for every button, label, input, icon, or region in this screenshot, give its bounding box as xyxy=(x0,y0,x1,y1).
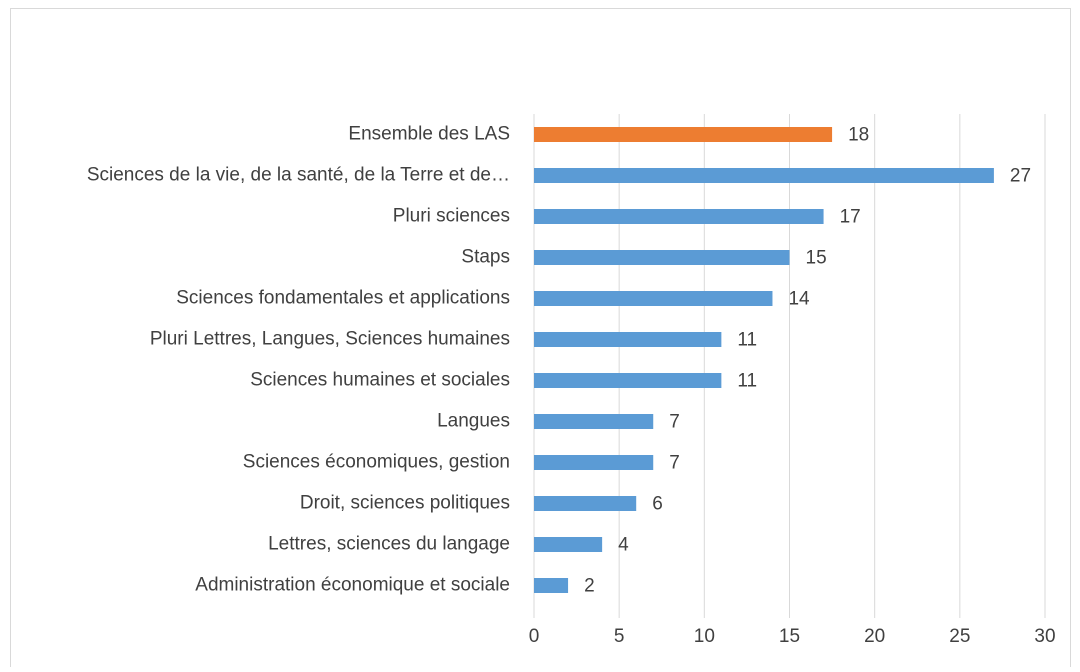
y-tick-label: Pluri sciences xyxy=(393,206,510,227)
y-tick-label: Sciences fondamentales et applications xyxy=(176,288,510,309)
data-label: 11 xyxy=(737,330,757,351)
bar xyxy=(534,209,824,224)
bar xyxy=(534,250,790,265)
data-label: 27 xyxy=(1010,166,1031,187)
x-tick-label: 25 xyxy=(949,626,970,647)
bar xyxy=(534,537,603,552)
bar xyxy=(534,332,722,347)
x-tick-label: 30 xyxy=(1034,626,1055,647)
bar xyxy=(534,168,994,183)
x-tick-label: 5 xyxy=(614,626,625,647)
y-tick-label: Administration économique et sociale xyxy=(195,575,510,596)
data-label: 4 xyxy=(618,535,629,556)
y-tick-label: Droit, sciences politiques xyxy=(300,493,510,514)
y-tick-label: Sciences économiques, gestion xyxy=(243,452,510,473)
y-tick-label: Staps xyxy=(461,247,510,268)
bar xyxy=(534,414,654,429)
data-label: 17 xyxy=(840,207,861,228)
y-tick-label: Pluri Lettres, Langues, Sciences humaine… xyxy=(150,329,510,350)
x-tick-label: 0 xyxy=(529,626,540,647)
bar xyxy=(534,455,654,470)
data-label: 15 xyxy=(806,248,827,269)
y-tick-label: Langues xyxy=(437,411,510,432)
bar xyxy=(534,578,569,593)
x-tick-label: 20 xyxy=(864,626,885,647)
bar xyxy=(534,373,722,388)
y-tick-label: Ensemble des LAS xyxy=(348,124,510,145)
data-label: 18 xyxy=(848,125,869,146)
data-label: 11 xyxy=(737,371,757,392)
chart-frame xyxy=(10,8,1071,672)
x-tick-label: 10 xyxy=(694,626,715,647)
bar xyxy=(534,291,773,306)
x-tick-label: 15 xyxy=(779,626,800,647)
bar xyxy=(534,127,833,142)
y-tick-label: Lettres, sciences du langage xyxy=(268,534,510,555)
y-tick-label: Sciences humaines et sociales xyxy=(250,370,510,391)
bar xyxy=(534,496,637,511)
data-label: 7 xyxy=(669,453,680,474)
y-tick-label: Sciences de la vie, de la santé, de la T… xyxy=(87,165,510,186)
data-label: 7 xyxy=(669,412,680,433)
data-label: 14 xyxy=(788,289,810,310)
data-label: 6 xyxy=(652,494,663,515)
data-label: 2 xyxy=(584,576,595,597)
